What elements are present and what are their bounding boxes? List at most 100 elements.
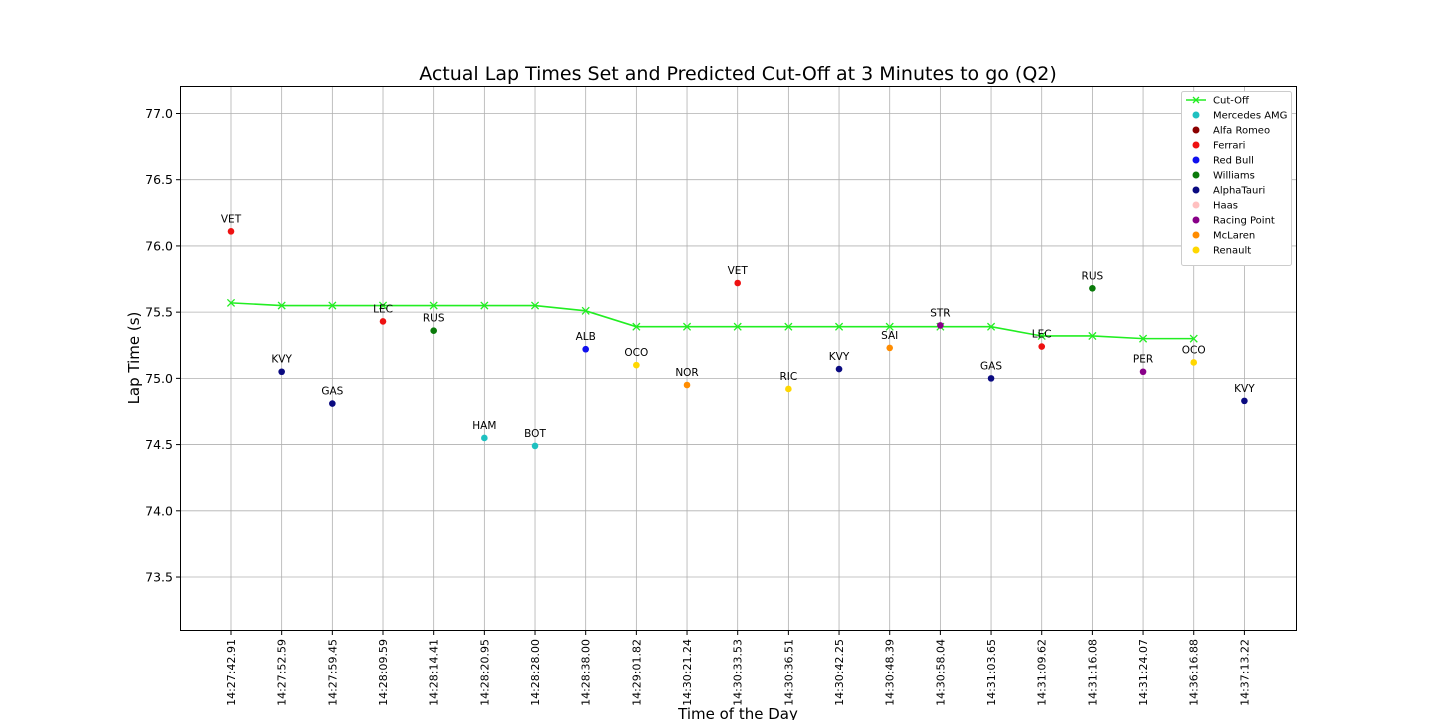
lap-point bbox=[278, 368, 285, 376]
legend-label: Racing Point bbox=[1213, 216, 1275, 227]
lap-point bbox=[1089, 285, 1096, 292]
x-tick-label: 14:37:13.22 bbox=[1238, 639, 1251, 706]
lap-label: OCO bbox=[1182, 344, 1206, 356]
cutoff-line bbox=[230, 302, 1194, 340]
x-axis-label: Time of the Day bbox=[677, 705, 798, 720]
lap-points: VET KVY GAS LEC RUS HAM BOT ALB OCO NOR VET RIC KVY S… bbox=[221, 213, 1255, 450]
y-tick-label: 76.5 bbox=[145, 172, 173, 187]
cutoff-marker bbox=[1088, 331, 1097, 341]
lap-label: OCO bbox=[624, 347, 648, 359]
x-tick-label: 14:28:14.41 bbox=[428, 639, 441, 706]
lap-label: PER bbox=[1133, 354, 1153, 366]
cutoff-marker bbox=[986, 322, 996, 331]
chart-title: Actual Lap Times Set and Predicted Cut-O… bbox=[419, 63, 1057, 85]
legend-swatch bbox=[1192, 141, 1200, 149]
legend-label: Haas bbox=[1213, 201, 1238, 212]
cutoff-marker bbox=[632, 322, 641, 331]
legend: Cut-Off Mercedes AMG Alfa Romeo Ferrari Red … bbox=[1181, 91, 1292, 266]
lap-label: RIC bbox=[780, 371, 798, 383]
x-tick-label: 14:27:59.45 bbox=[326, 639, 339, 706]
legend-label: Renault bbox=[1213, 246, 1251, 257]
x-tick-label: 14:30:36.51 bbox=[782, 639, 795, 706]
legend-cutoff-marker bbox=[1192, 96, 1200, 104]
legend-label: Red Bull bbox=[1213, 156, 1254, 167]
x-tick-label: 14:31:03.65 bbox=[985, 639, 998, 706]
cutoff-marker bbox=[784, 322, 793, 331]
grid-lines bbox=[181, 87, 1296, 630]
x-tick-label: 14:28:28.00 bbox=[529, 639, 542, 706]
cutoff-marker bbox=[480, 301, 489, 310]
cutoff-marker bbox=[834, 322, 844, 331]
x-tick-label: 14:30:33.53 bbox=[732, 639, 745, 706]
lap-point bbox=[329, 400, 336, 407]
lap-label: BOT bbox=[524, 428, 546, 440]
lap-label: RUS bbox=[423, 313, 445, 325]
lap-label: GAS bbox=[980, 360, 1002, 372]
lap-point bbox=[481, 434, 488, 442]
y-axis-label: Lap Time (s) bbox=[125, 312, 143, 405]
lap-label: LEC bbox=[373, 303, 393, 315]
lap-label: KVY bbox=[1234, 383, 1255, 395]
legend-label: Alfa Romeo bbox=[1213, 126, 1270, 137]
legend-swatch bbox=[1192, 216, 1200, 224]
cutoff-marker bbox=[328, 301, 337, 310]
y-tick-label: 74.0 bbox=[145, 503, 173, 518]
x-tick-label: 14:30:48.39 bbox=[884, 639, 897, 706]
cutoff-marker bbox=[429, 301, 438, 310]
lap-point bbox=[1190, 359, 1198, 366]
legend-label: Williams bbox=[1213, 171, 1255, 182]
legend-swatch bbox=[1192, 246, 1200, 254]
y-tick-label: 74.5 bbox=[145, 437, 173, 452]
cutoff-marker bbox=[885, 322, 894, 331]
legend-label: Cut-Off bbox=[1213, 96, 1250, 107]
lap-point bbox=[734, 279, 741, 287]
lap-label: STR bbox=[930, 307, 950, 319]
plot-frame bbox=[180, 86, 1297, 631]
lap-point bbox=[1139, 368, 1147, 376]
lap-point bbox=[379, 318, 387, 325]
x-tick-label: 14:28:20.95 bbox=[478, 639, 491, 706]
lap-point bbox=[227, 228, 235, 235]
y-tick-label: 76.0 bbox=[145, 238, 173, 253]
legend-swatch bbox=[1192, 111, 1200, 119]
cutoff-marker bbox=[581, 306, 590, 315]
lap-point bbox=[886, 344, 894, 352]
y-tick-label: 75.5 bbox=[145, 305, 173, 320]
lap-point bbox=[1241, 397, 1248, 405]
legend-swatch bbox=[1192, 126, 1200, 134]
lap-label: NOR bbox=[675, 367, 698, 379]
lap-point bbox=[835, 365, 843, 373]
cutoff-marker bbox=[277, 301, 286, 310]
legend-swatch bbox=[1192, 156, 1200, 164]
x-tick-label: 14:36:16.88 bbox=[1188, 639, 1201, 706]
lap-point bbox=[531, 442, 539, 450]
legend-label: Mercedes AMG bbox=[1213, 111, 1287, 122]
lap-label: RUS bbox=[1082, 270, 1104, 282]
lap-point bbox=[987, 375, 995, 382]
cutoff-marker bbox=[378, 301, 388, 310]
legend-swatch bbox=[1192, 231, 1200, 239]
lap-point bbox=[582, 345, 589, 353]
lap-label: LEC bbox=[1032, 329, 1052, 341]
lap-label: HAM bbox=[472, 420, 496, 432]
cutoff-marker bbox=[1037, 331, 1046, 341]
y-tick-label: 73.5 bbox=[145, 570, 173, 585]
cutoff-marker bbox=[1139, 334, 1148, 343]
x-tick-label: 14:30:42.25 bbox=[833, 639, 846, 706]
cutoff-marker bbox=[226, 298, 236, 307]
legend-swatch bbox=[1192, 171, 1200, 179]
lap-label: ALB bbox=[576, 331, 596, 343]
lap-point bbox=[430, 327, 437, 334]
x-tick-label: 14:27:42.91 bbox=[225, 639, 238, 706]
x-axis-ticks: 14:27:42.91 14:27:52.59 14:27:59.45 14:28:0… bbox=[225, 630, 1251, 706]
x-tick-label: 14:28:38.00 bbox=[580, 639, 593, 706]
cutoff-marker bbox=[682, 322, 692, 331]
lap-label: KVY bbox=[829, 351, 850, 363]
y-tick-label: 75.0 bbox=[145, 371, 173, 386]
y-axis-ticks: 73.5 74.0 74.5 75.0 75.5 76.0 76.5 77.0 bbox=[145, 106, 181, 585]
x-tick-label: 14:27:52.59 bbox=[276, 639, 289, 706]
lap-point bbox=[633, 361, 640, 369]
x-tick-label: 14:28:09.59 bbox=[377, 639, 390, 706]
legend-swatch bbox=[1192, 186, 1200, 194]
